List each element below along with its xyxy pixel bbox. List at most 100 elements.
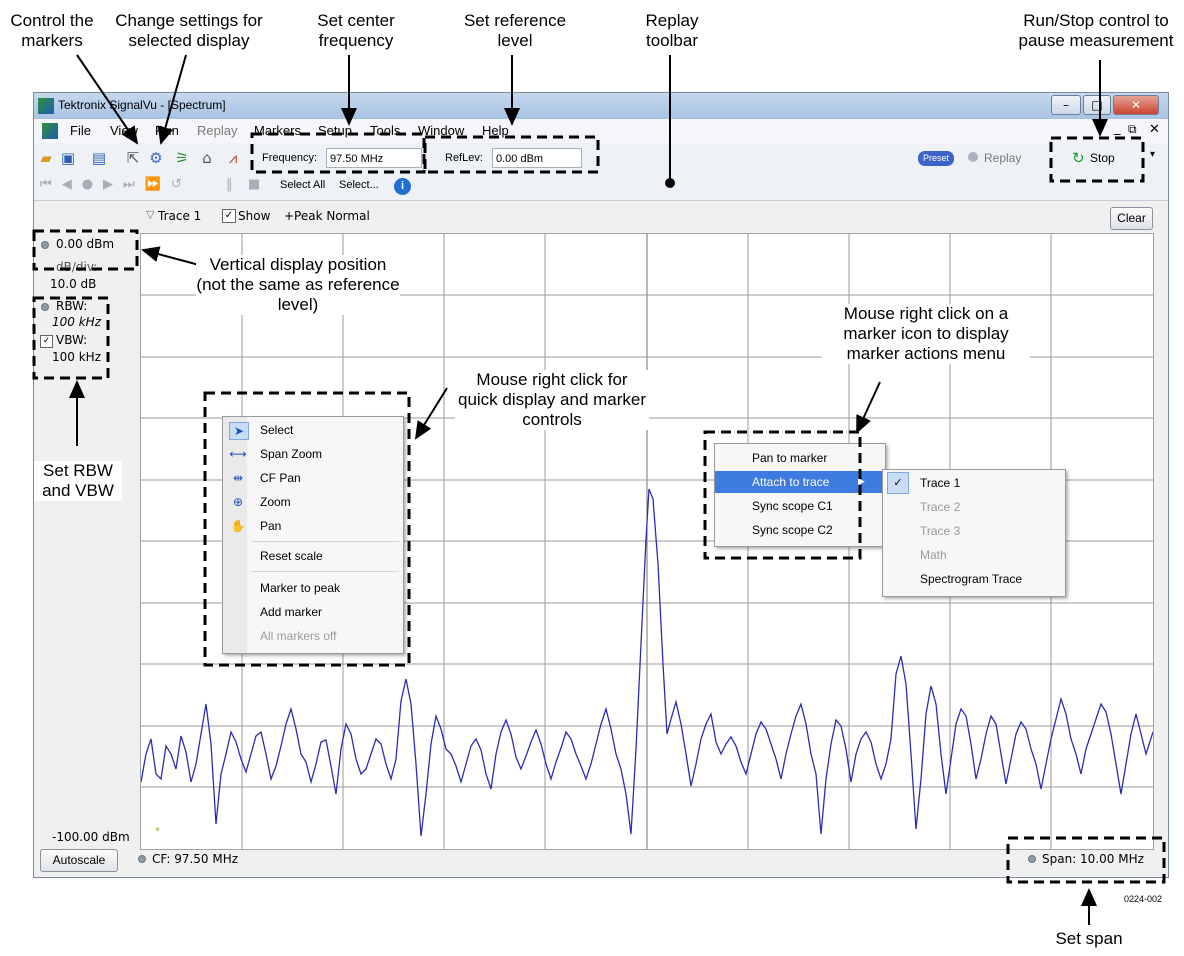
spectrum-plot[interactable]: * ➤ Select ⟷ Span Zoom ⇹ CF Pan ⊕ Zoom ✋ Pan … <box>140 233 1154 850</box>
rbw-value[interactable]: 100 kHz <box>52 315 101 329</box>
span-dot-icon[interactable] <box>1028 855 1036 863</box>
refresh-icon: ↻ <box>1072 149 1085 167</box>
signalvu-window: Tektronix SignalVu - [Spectrum] – □ ✕ Fi… <box>33 92 1169 878</box>
ctx-add-marker[interactable]: Add marker <box>223 601 403 623</box>
replay-toolbar: ⏮◀●▶⏭⏩↺ ‖ ■ Select All Select... i <box>34 173 1168 201</box>
callout-set-reference-level: Set reference level <box>455 11 575 51</box>
ctx-select[interactable]: ➤ Select <box>223 419 403 441</box>
open-folder-icon[interactable]: ▰ <box>40 149 52 167</box>
analysis-icon[interactable]: ⩘ <box>228 149 238 167</box>
stop-dropdown-icon[interactable]: ▾ <box>1150 149 1156 160</box>
vbw-value[interactable]: 100 kHz <box>52 350 101 364</box>
marker-actions-menu: Pan to marker Attach to trace ▶ Sync scop… <box>714 443 886 547</box>
ctx-reset-scale-label: Reset scale <box>260 549 323 563</box>
ctx-marker-to-peak-label: Marker to peak <box>260 581 341 595</box>
frequency-field[interactable]: 97.50 MHz <box>326 148 422 168</box>
acquire-icon[interactable]: ⌂ <box>202 149 212 167</box>
menu-icon-column <box>223 417 247 653</box>
windows-icon[interactable]: ▤ <box>91 149 107 167</box>
menu-file[interactable]: File <box>70 123 91 138</box>
cf-dot-icon[interactable] <box>138 855 146 863</box>
select-more-button[interactable]: Select... <box>339 179 379 191</box>
ctx-span-zoom-label: Span Zoom <box>260 447 323 461</box>
replay-button[interactable]: Replay <box>984 151 1022 165</box>
marker-sync-c2[interactable]: Sync scope C2 <box>715 519 885 541</box>
frequency-label: Frequency: <box>262 152 318 164</box>
info-icon[interactable]: i <box>394 178 411 195</box>
stop-button[interactable]: Stop <box>1090 151 1115 165</box>
sub-trace-3-label: Trace 3 <box>920 524 961 538</box>
trace-mode[interactable]: +Peak Normal <box>284 209 370 223</box>
triggers-icon[interactable]: ⚞ <box>175 149 189 167</box>
mdi-minimize-icon[interactable]: _ <box>1114 121 1121 136</box>
sub-trace-1[interactable]: Trace 1 <box>883 472 1065 494</box>
ctx-span-zoom[interactable]: ⟷ Span Zoom <box>223 443 403 465</box>
ctx-zoom-label: Zoom <box>260 495 291 509</box>
main-toolbar: ▰ ▣ ▤ ⇱ ⚙ ⚞ ⌂ ⩘ Frequency: 97.50 MHz Ref… <box>34 143 1168 174</box>
marker-sync-c1[interactable]: Sync scope C1 <box>715 495 885 517</box>
level-dot-icon[interactable] <box>41 241 49 249</box>
ctx-select-label: Select <box>260 423 294 437</box>
clear-button[interactable]: Clear <box>1110 207 1153 230</box>
mdi-close-icon[interactable]: ✕ <box>1149 122 1160 137</box>
callout-replay-toolbar: Replay toolbar <box>627 11 717 51</box>
autoscale-button[interactable]: Autoscale <box>40 849 118 872</box>
ctx-marker-to-peak[interactable]: Marker to peak <box>223 577 403 599</box>
menu-window[interactable]: Window <box>418 123 465 138</box>
show-label: Show <box>238 209 271 223</box>
trace-collapse-icon[interactable]: ▽ <box>146 208 155 221</box>
bottom-level-value[interactable]: -100.00 dBm <box>52 830 130 844</box>
replay-dot-icon <box>968 152 978 162</box>
app-logo-icon <box>38 98 54 114</box>
callout-set-span: Set span <box>1046 929 1132 949</box>
rbw-dot-icon[interactable] <box>41 303 49 311</box>
pause-icon[interactable]: ‖ <box>226 177 233 192</box>
preset-button[interactable]: Preset <box>918 151 954 166</box>
vbw-checkbox[interactable]: ✓ <box>40 335 53 348</box>
ctx-pan[interactable]: ✋ Pan <box>223 515 403 537</box>
ctx-cf-pan[interactable]: ⇹ CF Pan <box>223 467 403 489</box>
maximize-button[interactable]: □ <box>1083 95 1111 115</box>
show-checkbox[interactable]: ✓ <box>222 209 236 223</box>
select-all-button[interactable]: Select All <box>280 179 326 191</box>
replay-controls-icon[interactable]: ⏮◀●▶⏭⏩↺ <box>40 177 192 192</box>
stop-square-icon[interactable]: ■ <box>248 177 261 192</box>
callout-control-markers: Control the markers <box>2 11 102 51</box>
sub-spectrogram-trace[interactable]: Spectrogram Trace <box>883 568 1065 590</box>
save-icon[interactable]: ▣ <box>60 149 76 167</box>
sub-math[interactable]: Math <box>883 544 1065 566</box>
cf-readout[interactable]: CF: 97.50 MHz <box>152 852 239 866</box>
ctx-cf-pan-label: CF Pan <box>260 471 301 485</box>
trace-select[interactable]: Trace 1 <box>158 209 202 223</box>
db-div-value[interactable]: 10.0 dB <box>50 277 97 291</box>
close-button[interactable]: ✕ <box>1113 95 1159 115</box>
callout-set-rbw-vbw: Set RBW and VBW <box>34 461 122 501</box>
submenu-arrow-icon: ▶ <box>858 477 865 487</box>
ctx-all-markers-off[interactable]: All markers off <box>223 625 403 647</box>
marker-pan-to-marker[interactable]: Pan to marker <box>715 447 885 469</box>
callout-run-stop: Run/Stop control to pause measurement <box>1012 11 1180 51</box>
menu-tools[interactable]: Tools <box>370 123 401 138</box>
menu-help[interactable]: Help <box>482 123 509 138</box>
minimize-button[interactable]: – <box>1051 95 1081 115</box>
reflev-label: RefLev: <box>445 152 483 164</box>
reflev-field[interactable]: 0.00 dBm <box>492 148 582 168</box>
settings-gear-icon[interactable]: ⚙ <box>149 149 163 167</box>
menu-replay[interactable]: Replay <box>197 123 238 138</box>
ctx-reset-scale[interactable]: Reset scale <box>223 545 403 567</box>
vbw-label: VBW: <box>56 333 88 347</box>
span-readout[interactable]: Span: 10.00 MHz <box>1042 852 1144 866</box>
trace-marker-icon[interactable]: * <box>155 826 160 837</box>
marker-attach-to-trace[interactable]: Attach to trace ▶ <box>715 471 885 493</box>
top-level-value[interactable]: 0.00 dBm <box>56 237 115 251</box>
ctx-zoom[interactable]: ⊕ Zoom <box>223 491 403 513</box>
callout-marker-actions: Mouse right click on a marker icon to di… <box>822 304 1030 364</box>
menu-setup[interactable]: Setup <box>318 123 352 138</box>
sub-trace-2[interactable]: Trace 2 <box>883 496 1065 518</box>
ctx-add-marker-label: Add marker <box>260 605 323 619</box>
ctx-all-markers-off-label: All markers off <box>260 629 337 643</box>
mdi-restore-icon[interactable]: ⧉ <box>1128 122 1137 136</box>
sub-trace-3[interactable]: Trace 3 <box>883 520 1065 542</box>
markers-icon[interactable]: ⇱ <box>126 149 140 167</box>
